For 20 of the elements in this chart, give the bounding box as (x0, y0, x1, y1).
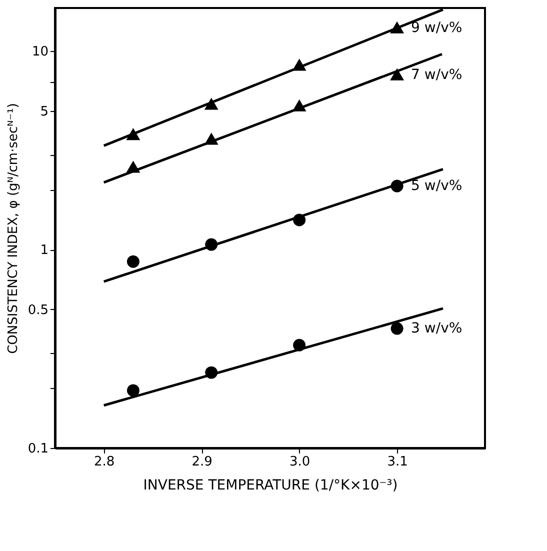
x-tick-label: 2.8 (94, 454, 115, 470)
series-label: 7 w/v% (411, 66, 462, 83)
y-tick-label: 5 (40, 104, 48, 120)
point (126, 255, 140, 268)
series-label: 3 w/v% (411, 320, 462, 337)
point (205, 98, 218, 110)
y-tick-label: 10 (32, 44, 48, 60)
y-tick-label: 0.1 (28, 442, 48, 456)
x-tick-label: 2.9 (192, 454, 212, 470)
x-tick-label: 3.0 (289, 454, 310, 470)
series-label: 5 w/v% (411, 178, 462, 194)
point (390, 69, 404, 80)
point (390, 322, 404, 335)
point (126, 384, 140, 397)
x-axis-title: INVERSE TEMPERATURE (1/°K×10⁻³) (143, 478, 398, 494)
y-axis-title: CONSISTENCY INDEX, φ (gᴺ/cm·secᴺ⁻¹) (6, 103, 21, 354)
y-tick-label: 0.5 (28, 302, 48, 318)
series-label: 9 w/v% (411, 20, 462, 36)
x-tick-label: 3.1 (387, 454, 408, 470)
y-tick-label: 1 (40, 243, 48, 258)
